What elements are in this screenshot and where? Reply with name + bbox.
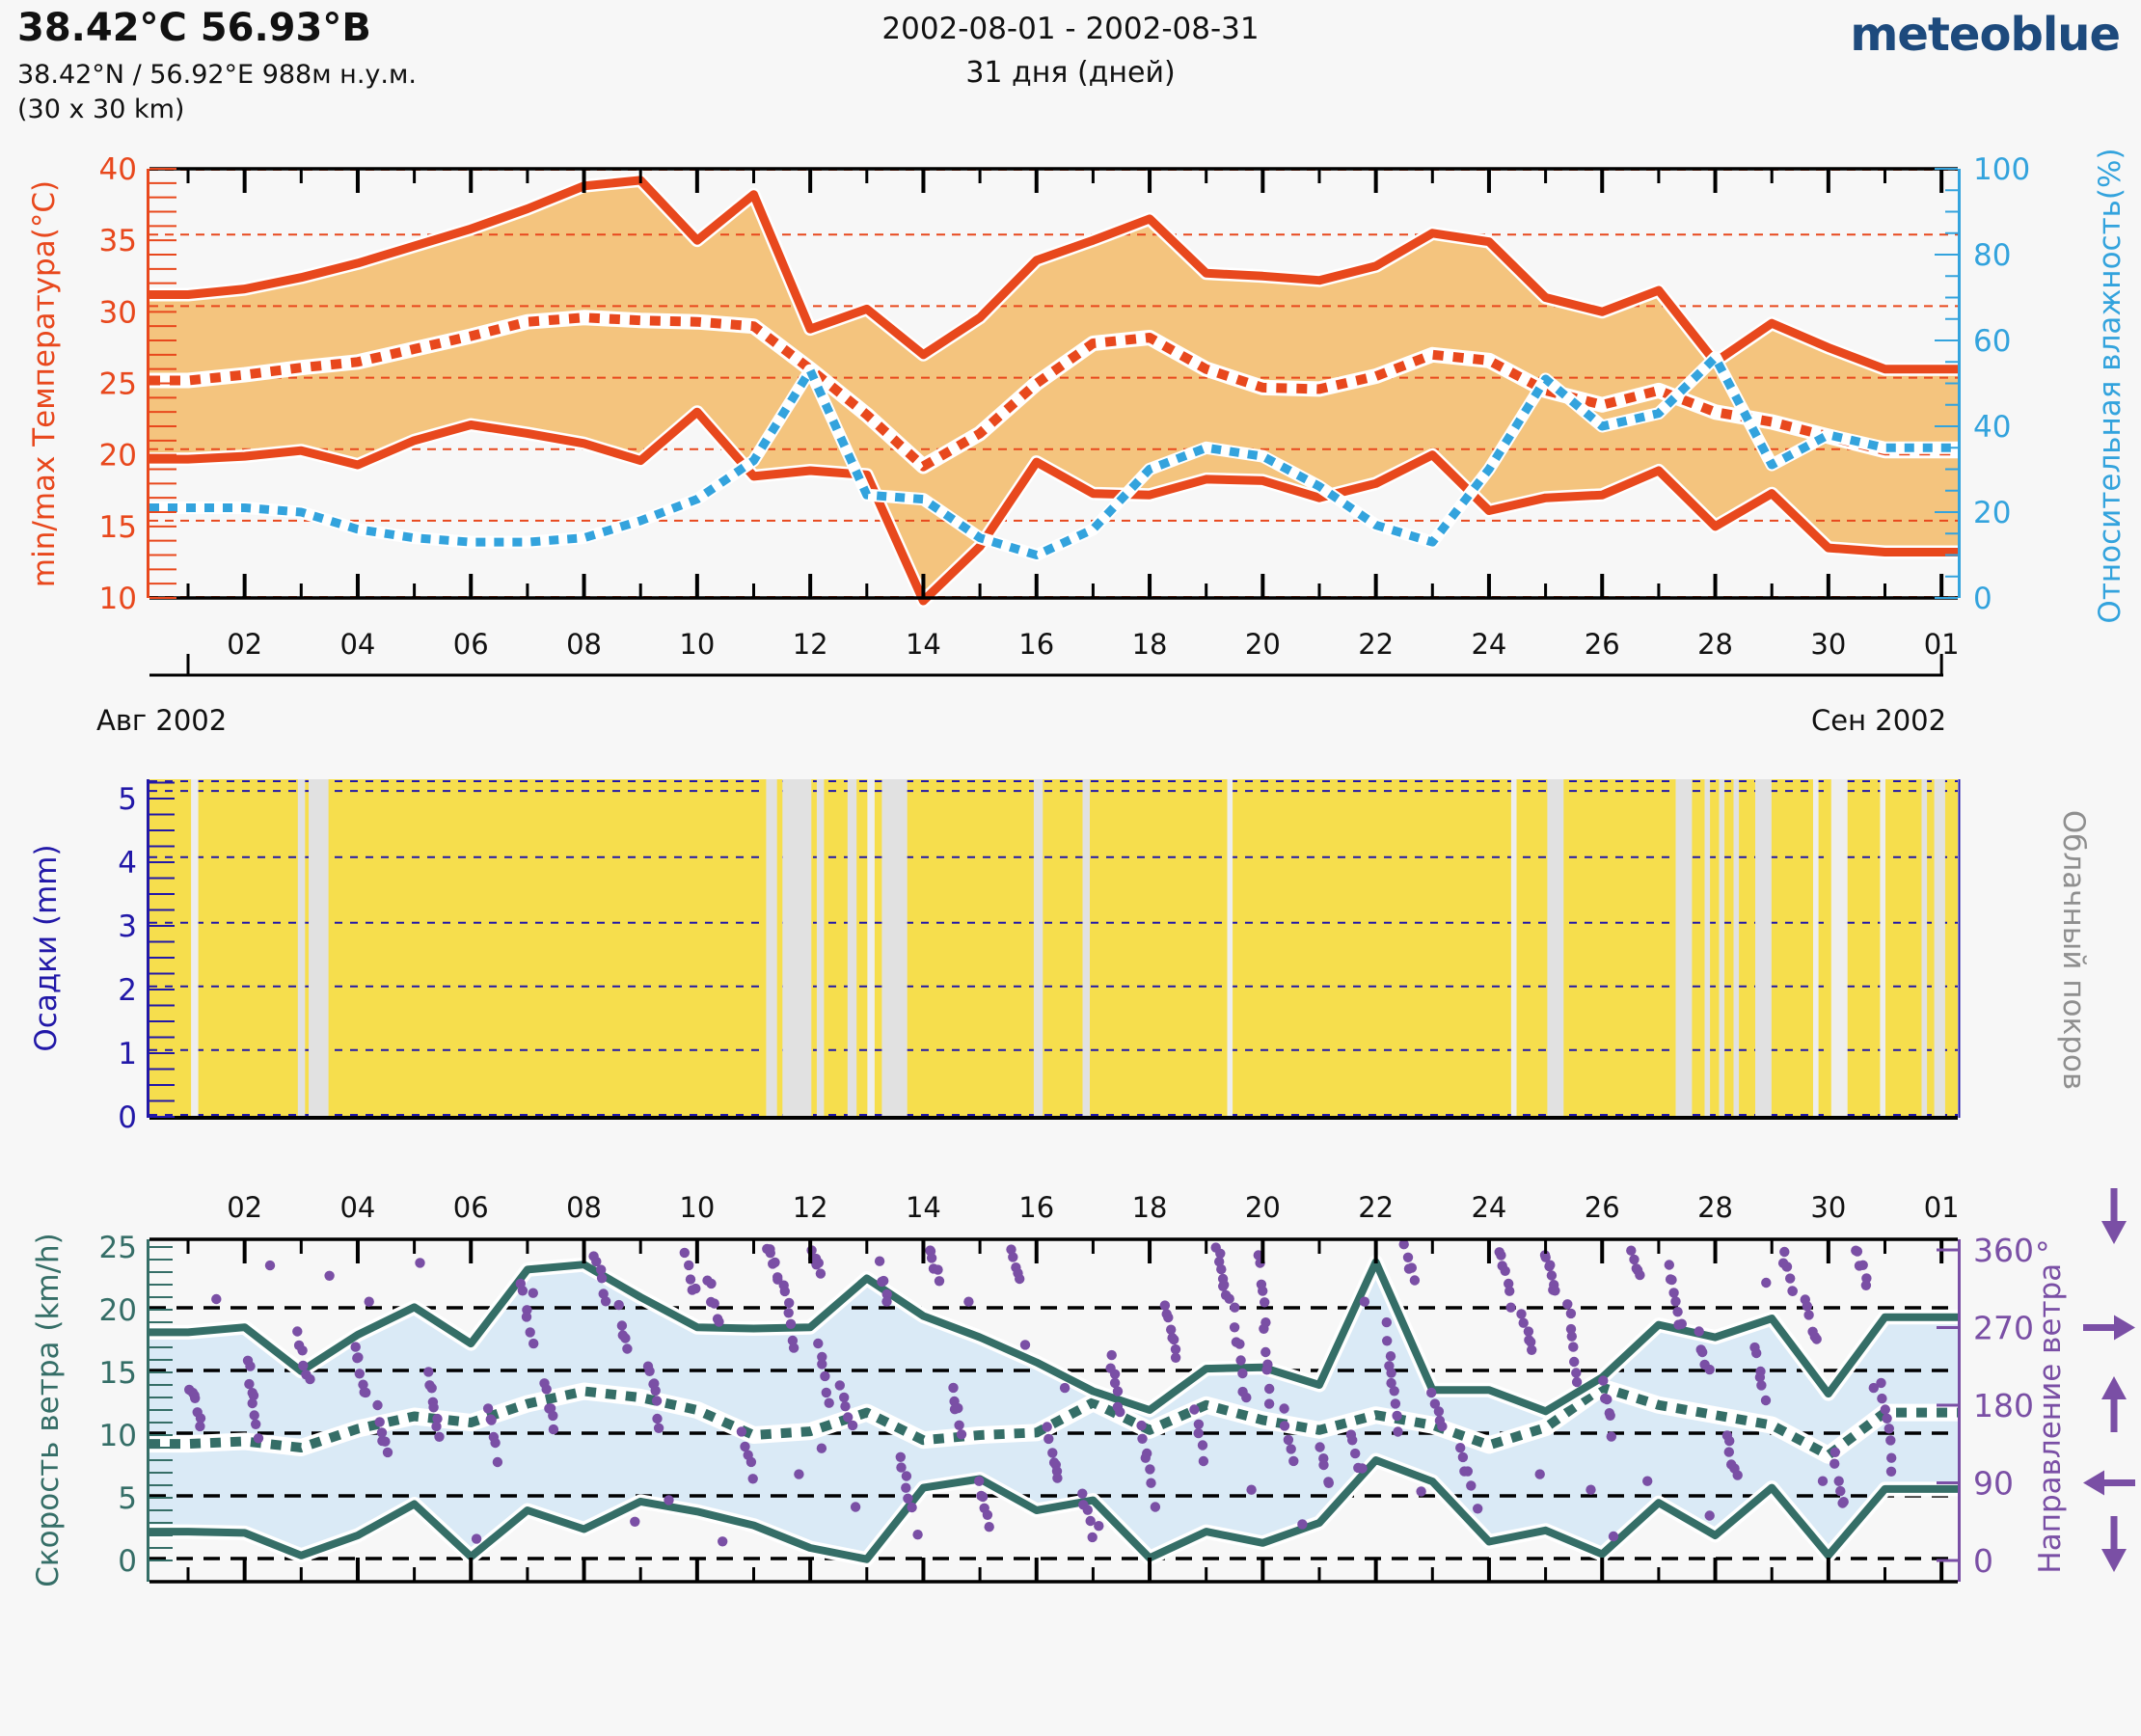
svg-text:80: 80 <box>1973 238 2011 273</box>
svg-text:08: 08 <box>566 628 602 661</box>
svg-text:04: 04 <box>339 1191 375 1224</box>
month-label-august: Авг 2002 <box>96 704 228 737</box>
wind-band <box>149 1261 1958 1560</box>
svg-text:40: 40 <box>99 152 137 187</box>
temperature-axes: 10 15 20 25 30 35 40 0 20 40 60 80 100 <box>99 152 2031 616</box>
svg-text:16: 16 <box>1018 628 1054 661</box>
svg-text:270: 270 <box>1973 1310 2034 1347</box>
svg-text:01: 01 <box>1924 1191 1960 1224</box>
cloud-cover-bands <box>191 779 1945 1117</box>
location-title: 38.42°С 56.93°В <box>17 6 371 50</box>
day-labels-wind-top: 02 04 06 08 10 12 14 16 18 20 22 24 26 28 30 01 <box>227 1191 1959 1224</box>
svg-text:22: 22 <box>1358 628 1394 661</box>
svg-text:0: 0 <box>118 1100 137 1135</box>
svg-text:26: 26 <box>1585 628 1620 661</box>
svg-text:360: 360 <box>1973 1232 2034 1269</box>
svg-text:12: 12 <box>793 1191 828 1224</box>
svg-text:5: 5 <box>118 1481 137 1516</box>
svg-text:0: 0 <box>118 1544 137 1579</box>
svg-text:90: 90 <box>1973 1465 2014 1503</box>
svg-text:100: 100 <box>1973 152 2030 187</box>
svg-text:30: 30 <box>1810 628 1846 661</box>
precipitation-axes: 0 1 2 3 4 5 <box>118 779 1961 1135</box>
wind-axes: 0 5 10 15 20 25 0 90 180 270 360 <box>99 1231 2034 1584</box>
location-coords: 38.42°N / 56.92°E 988м н.у.м. <box>17 60 417 90</box>
meteoblue-logo[interactable]: meteoblue <box>1850 8 2121 62</box>
date-range: 2002-08-01 - 2002-08-31 <box>881 12 1260 46</box>
svg-text:14: 14 <box>906 1191 941 1224</box>
svg-text:28: 28 <box>1697 628 1733 661</box>
svg-text:06: 06 <box>453 628 489 661</box>
svg-text:22: 22 <box>1358 1191 1394 1224</box>
svg-text:20: 20 <box>99 1293 137 1328</box>
svg-text:3: 3 <box>118 909 137 944</box>
svg-text:18: 18 <box>1132 628 1168 661</box>
svg-text:25: 25 <box>99 367 137 402</box>
svg-text:15: 15 <box>99 1356 137 1391</box>
svg-text:25: 25 <box>99 1231 137 1265</box>
precipitation-cloud-panel <box>149 779 1958 1117</box>
svg-text:40: 40 <box>1973 410 2011 445</box>
svg-text:15: 15 <box>99 510 137 545</box>
svg-text:16: 16 <box>1018 1191 1054 1224</box>
svg-text:60: 60 <box>1973 324 2011 359</box>
svg-text:12: 12 <box>793 628 828 661</box>
svg-text:20: 20 <box>1245 1191 1281 1224</box>
svg-text:35: 35 <box>99 224 137 258</box>
t-min-line <box>149 405 1958 608</box>
svg-text:2: 2 <box>118 973 137 1008</box>
grid-resolution: (30 x 30 km) <box>17 95 185 124</box>
wind-max-line <box>149 1255 1958 1419</box>
svg-text:1: 1 <box>118 1037 137 1071</box>
svg-text:24: 24 <box>1471 1191 1506 1224</box>
svg-text:10: 10 <box>99 1419 137 1453</box>
svg-text:28: 28 <box>1697 1191 1733 1224</box>
svg-text:20: 20 <box>1973 496 2011 530</box>
svg-text:20: 20 <box>99 439 137 474</box>
svg-text:10: 10 <box>679 1191 715 1224</box>
svg-text:30: 30 <box>1810 1191 1846 1224</box>
svg-text:08: 08 <box>566 1191 602 1224</box>
month-label-september: Сен 2002 <box>1811 704 1947 737</box>
svg-text:02: 02 <box>227 1191 262 1224</box>
svg-text:04: 04 <box>339 628 375 661</box>
humidity-line <box>149 351 1958 561</box>
month-axis <box>149 654 1943 677</box>
wind-direction-arrows <box>2083 1188 2135 1572</box>
svg-text:0: 0 <box>1973 1542 1993 1580</box>
duration-label: 31 дня (дней) <box>965 56 1176 90</box>
svg-text:4: 4 <box>118 846 137 881</box>
day-labels-bottom: 02 04 06 08 10 12 14 16 18 20 22 24 26 28 30 01 <box>227 628 1959 661</box>
svg-text:06: 06 <box>453 1191 489 1224</box>
svg-text:10: 10 <box>679 628 715 661</box>
temperature-band <box>149 179 1958 601</box>
svg-text:14: 14 <box>906 628 941 661</box>
svg-text:18: 18 <box>1132 1191 1168 1224</box>
svg-text:24: 24 <box>1471 628 1506 661</box>
t-max-line <box>149 173 1958 376</box>
precipitation-background <box>149 779 1958 1117</box>
svg-text:26: 26 <box>1585 1191 1620 1224</box>
svg-text:0: 0 <box>1973 582 1992 616</box>
t-mean-line <box>149 310 1958 475</box>
svg-text:5: 5 <box>118 782 137 817</box>
svg-text:10: 10 <box>99 582 137 616</box>
wind-min-line <box>149 1452 1958 1567</box>
svg-text:180: 180 <box>1973 1387 2034 1424</box>
svg-text:02: 02 <box>227 628 262 661</box>
svg-text:20: 20 <box>1245 628 1281 661</box>
svg-text:30: 30 <box>99 295 137 330</box>
